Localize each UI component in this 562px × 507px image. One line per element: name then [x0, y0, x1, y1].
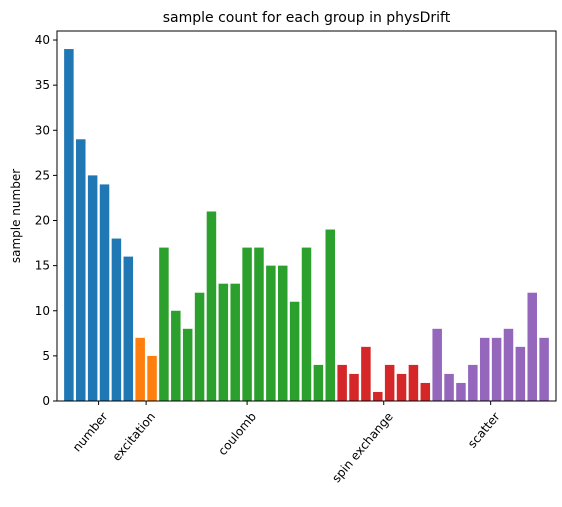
- bar: [479, 337, 490, 401]
- bar: [87, 175, 98, 401]
- bar: [432, 328, 442, 401]
- bar: [527, 292, 537, 401]
- y-tick-label: 35: [35, 78, 50, 92]
- bar: [123, 256, 134, 401]
- bar: [373, 391, 383, 401]
- y-tick-label: 0: [42, 394, 50, 408]
- bar: [76, 139, 86, 402]
- bar: [230, 283, 240, 401]
- y-tick-label: 5: [42, 349, 50, 363]
- bar: [337, 364, 347, 401]
- bar: [218, 283, 229, 401]
- bar: [182, 328, 193, 401]
- bar: [159, 247, 169, 401]
- bar: [289, 301, 300, 401]
- bar: [349, 373, 359, 401]
- x-tick-label: excitation: [109, 410, 158, 464]
- bar: [361, 346, 371, 401]
- bar: [254, 247, 264, 401]
- bar: [468, 364, 478, 401]
- y-tick-label: 40: [35, 33, 50, 47]
- bar: [420, 382, 431, 401]
- y-axis-label: sample number: [9, 169, 23, 263]
- bar: [242, 247, 252, 401]
- bar: [491, 337, 502, 401]
- y-tick-label: 15: [35, 259, 50, 273]
- bar: [515, 346, 526, 401]
- bar: [384, 364, 395, 401]
- plot-frame: [56, 30, 557, 402]
- bar: [266, 265, 276, 401]
- y-axis: 0 5 10 15 20 25 30 35 40: [35, 33, 57, 408]
- bar: [539, 337, 549, 401]
- bar: [444, 373, 454, 401]
- bar: [277, 265, 288, 401]
- bar: [147, 355, 157, 401]
- bar: [194, 292, 205, 401]
- x-tick-label: scatter: [465, 410, 503, 451]
- bar: [503, 328, 514, 401]
- bar: [64, 49, 74, 402]
- bar: [456, 382, 466, 401]
- x-tick-label: number: [70, 410, 111, 455]
- x-tick-label: spin exchange: [329, 410, 396, 486]
- y-tick-label: 20: [35, 214, 50, 228]
- bar: [111, 238, 122, 401]
- bar: [135, 337, 145, 401]
- bar: [301, 247, 312, 401]
- bar: [99, 184, 110, 401]
- y-tick-label: 25: [35, 168, 50, 182]
- bar: [171, 310, 181, 401]
- y-tick-label: 10: [35, 304, 50, 318]
- chart-title: sample count for each group in physDrift: [163, 10, 451, 26]
- bar: [325, 229, 336, 401]
- bars-layer: [64, 49, 549, 402]
- bar: [396, 373, 407, 401]
- x-tick-label: coulomb: [215, 410, 259, 458]
- bar: [313, 364, 324, 401]
- bar: [408, 364, 419, 401]
- bar: [206, 211, 217, 401]
- y-tick-label: 30: [35, 123, 50, 137]
